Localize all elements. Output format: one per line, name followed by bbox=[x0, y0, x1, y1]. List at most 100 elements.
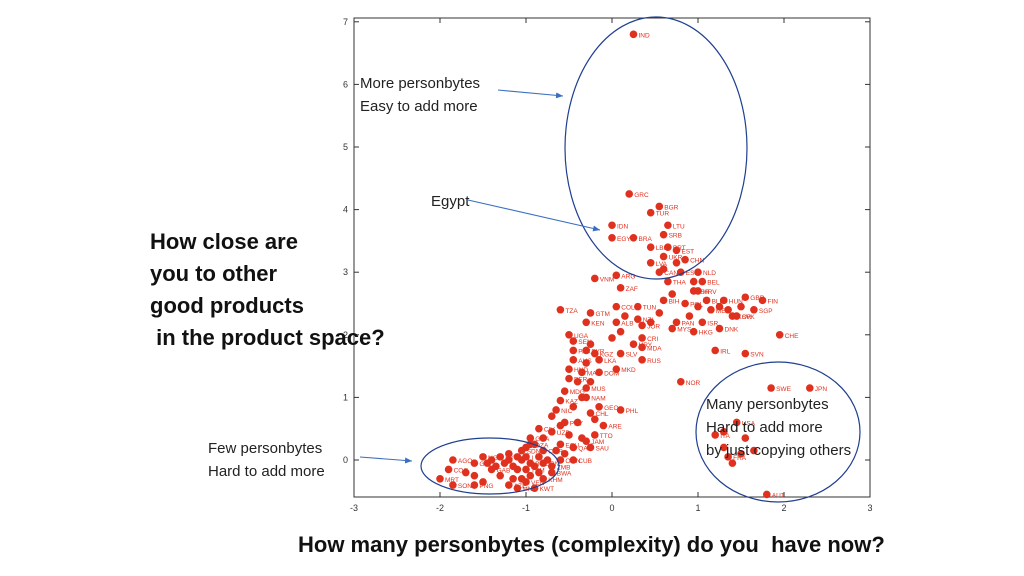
annotation-text: Many personbytes bbox=[706, 396, 829, 413]
data-point bbox=[548, 428, 556, 436]
point-label: CUB bbox=[578, 458, 592, 465]
point-label: ARE bbox=[608, 424, 622, 431]
point-label: MDA bbox=[647, 345, 662, 352]
data-point bbox=[741, 349, 750, 358]
x-tick-label: 1 bbox=[695, 503, 700, 513]
data-point bbox=[737, 449, 745, 458]
data-point bbox=[672, 246, 681, 255]
data-point bbox=[591, 415, 599, 424]
point-label: CHN bbox=[690, 258, 704, 265]
point-label: NGA bbox=[488, 455, 503, 462]
data-point bbox=[612, 318, 621, 327]
data-point bbox=[573, 377, 582, 386]
data-point bbox=[470, 481, 479, 489]
annotation-few-personbytes: Few personbytes Hard to add more bbox=[208, 437, 325, 483]
y-tick-label: 1 bbox=[343, 392, 348, 402]
data-point bbox=[612, 302, 621, 311]
data-point bbox=[720, 428, 728, 436]
ellipse-low-complexity bbox=[420, 437, 560, 495]
data-point bbox=[573, 418, 582, 427]
data-point bbox=[646, 318, 655, 327]
data-point bbox=[522, 453, 530, 461]
data-point bbox=[487, 456, 496, 464]
point-label: THA bbox=[673, 280, 687, 287]
data-point bbox=[565, 374, 573, 383]
data-point bbox=[672, 259, 681, 267]
point-label: IDN bbox=[617, 223, 629, 230]
data-point bbox=[582, 346, 590, 355]
point-label: GRC bbox=[634, 192, 649, 199]
data-point bbox=[569, 356, 578, 364]
data-point bbox=[724, 305, 732, 314]
point-label: MKD bbox=[621, 367, 636, 374]
data-point bbox=[569, 443, 578, 452]
point-label: NLD bbox=[703, 270, 716, 277]
data-point bbox=[505, 456, 513, 464]
data-point bbox=[677, 377, 685, 386]
point-label: BWA bbox=[557, 471, 572, 478]
point-label: TKM bbox=[531, 467, 545, 474]
point-label: MYS bbox=[677, 327, 692, 334]
data-point bbox=[612, 271, 621, 280]
data-point bbox=[505, 449, 513, 458]
point-label: VEN bbox=[531, 480, 545, 487]
data-point bbox=[548, 462, 556, 471]
data-point bbox=[505, 481, 513, 489]
data-point bbox=[616, 327, 625, 336]
data-point bbox=[625, 190, 633, 198]
data-point bbox=[556, 305, 565, 314]
data-point bbox=[638, 321, 646, 330]
point-label: TUN bbox=[643, 305, 657, 312]
y-tick-label: 7 bbox=[343, 17, 348, 27]
point-label: KAZ bbox=[565, 399, 578, 406]
data-point bbox=[741, 434, 750, 442]
data-point bbox=[629, 233, 638, 242]
point-label: CMR bbox=[548, 449, 563, 456]
data-point bbox=[608, 233, 616, 242]
data-point bbox=[539, 459, 547, 467]
point-label: GIN bbox=[479, 461, 491, 468]
point-label: DOM bbox=[604, 370, 619, 377]
point-label: GHA bbox=[535, 436, 550, 443]
annotation-many-personbytes: Many personbytes Hard to add more by jus… bbox=[706, 393, 851, 462]
data-point bbox=[741, 293, 750, 302]
data-point bbox=[565, 431, 573, 439]
data-point bbox=[612, 365, 621, 374]
data-point bbox=[694, 302, 702, 311]
data-point bbox=[565, 365, 573, 374]
point-label: URY bbox=[639, 342, 653, 349]
point-label: UZB bbox=[557, 430, 570, 437]
data-point bbox=[698, 277, 707, 286]
data-point bbox=[681, 255, 689, 264]
data-point bbox=[629, 340, 638, 348]
data-point bbox=[517, 446, 526, 455]
data-point bbox=[655, 202, 664, 211]
point-label: KHM bbox=[548, 477, 562, 484]
data-point bbox=[728, 459, 737, 467]
data-point bbox=[582, 393, 590, 402]
point-label: HKG bbox=[699, 330, 713, 337]
data-point bbox=[711, 346, 719, 355]
point-label: IRL bbox=[720, 348, 731, 355]
data-point bbox=[526, 434, 535, 442]
data-point bbox=[560, 449, 569, 458]
y-tick-label: 5 bbox=[343, 142, 348, 152]
annotation-overlays bbox=[359, 16, 861, 503]
data-point bbox=[698, 318, 707, 327]
data-point bbox=[526, 471, 535, 480]
y-tick-label: 6 bbox=[343, 79, 348, 89]
data-point bbox=[616, 349, 625, 358]
point-label: HUN bbox=[729, 298, 743, 305]
data-point bbox=[449, 481, 457, 489]
point-label: CRI bbox=[647, 336, 658, 343]
data-point bbox=[582, 384, 590, 392]
point-label: NOR bbox=[686, 380, 701, 387]
data-point bbox=[655, 309, 664, 317]
data-point bbox=[513, 453, 522, 461]
data-point bbox=[677, 268, 685, 277]
data-point bbox=[595, 356, 603, 364]
point-label: PHL bbox=[626, 408, 639, 415]
point-label: UKR bbox=[669, 255, 683, 262]
point-label: SAU bbox=[596, 445, 610, 452]
question-line: good products bbox=[150, 293, 304, 318]
